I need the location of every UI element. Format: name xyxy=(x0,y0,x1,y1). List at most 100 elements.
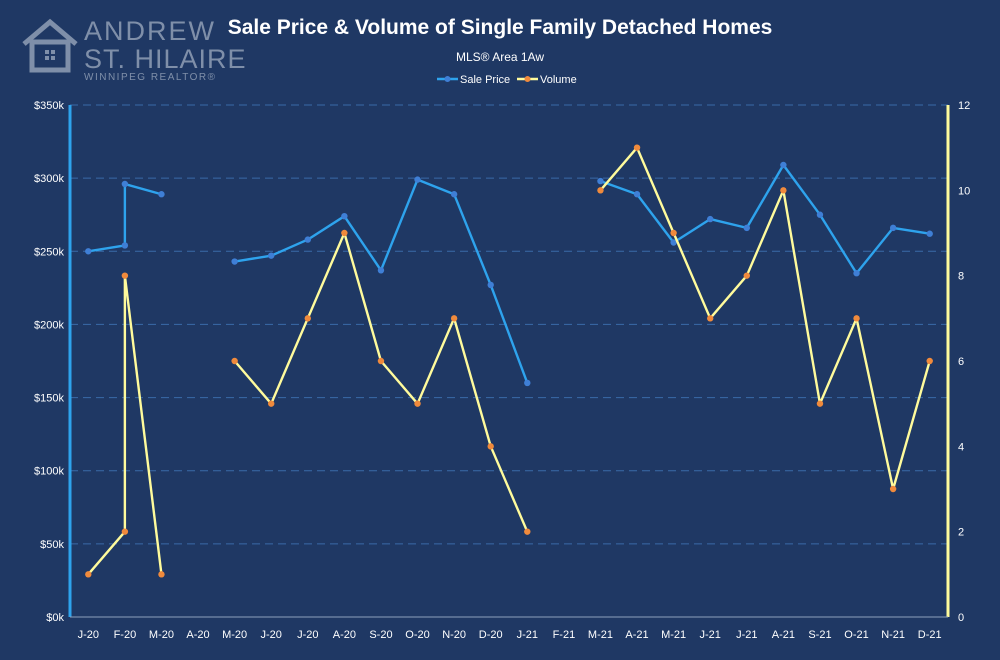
volume-point xyxy=(158,571,165,578)
y-left-tick-label: $100k xyxy=(34,466,64,478)
x-tick-label: S-20 xyxy=(369,629,392,641)
logo-name-line1: ANDREW xyxy=(84,16,216,46)
volume-point xyxy=(853,315,860,322)
volume-line xyxy=(87,274,163,576)
sale-price-point xyxy=(707,215,714,223)
sale-price-point xyxy=(341,212,348,220)
x-tick-label: M-20 xyxy=(222,629,247,641)
legend-sale-price-label: Sale Price xyxy=(460,74,510,86)
y-right-tick-label: 8 xyxy=(958,271,964,283)
x-tick-label: A-21 xyxy=(772,629,795,641)
legend-volume-marker xyxy=(524,76,531,82)
volume-point xyxy=(85,571,92,578)
sale-price-point xyxy=(121,242,129,249)
y-right-tick-label: 12 xyxy=(958,100,970,112)
legend-volume-label: Volume xyxy=(540,74,577,86)
volume-point xyxy=(670,229,677,237)
sale-price-point xyxy=(853,270,860,277)
sale-price-line xyxy=(234,178,529,384)
volume-point xyxy=(304,315,311,322)
volume-point xyxy=(377,357,385,365)
volume-point xyxy=(524,528,531,535)
volume-point xyxy=(889,485,897,493)
sale-price-point xyxy=(487,281,494,289)
x-tick-label: F-21 xyxy=(553,629,576,641)
sale-price-point xyxy=(670,239,677,246)
x-tick-label: J-21 xyxy=(517,629,538,641)
sale-price-point xyxy=(304,236,311,243)
chart-subtitle: MLS® Area 1Aw xyxy=(456,50,544,64)
y-left-tick-label: $250k xyxy=(34,246,64,258)
volume-point xyxy=(268,400,275,407)
sale-price-point xyxy=(597,177,604,185)
sale-price-point xyxy=(524,379,531,387)
volume-point xyxy=(597,187,604,194)
volume-line xyxy=(599,146,931,491)
x-tick-label: D-21 xyxy=(918,629,942,641)
y-right-tick-label: 4 xyxy=(958,441,964,453)
x-tick-label: J-20 xyxy=(261,629,282,641)
x-tick-label: A-20 xyxy=(333,629,356,641)
y-right-tick-label: 2 xyxy=(958,527,964,539)
legend-sale-price-marker xyxy=(444,76,451,82)
y-left-tick-label: $300k xyxy=(34,173,64,185)
x-tick-label: O-21 xyxy=(844,629,868,641)
y-right-tick-label: 0 xyxy=(958,612,964,624)
x-tick-label: J-20 xyxy=(78,629,99,641)
volume-point xyxy=(707,315,714,322)
x-tick-label: A-21 xyxy=(625,629,648,641)
y-left-tick-label: $350k xyxy=(34,100,64,112)
volume-point xyxy=(121,272,129,279)
house-icon xyxy=(22,18,78,73)
sale-price-point xyxy=(231,258,238,265)
volume-point xyxy=(231,357,238,365)
x-tick-label: N-21 xyxy=(881,629,905,641)
volume-point xyxy=(926,357,933,365)
volume-point xyxy=(780,187,787,194)
volume-point xyxy=(414,400,421,407)
sale-price-point xyxy=(633,191,641,198)
sale-price-line xyxy=(600,163,930,275)
y-left-tick-label: $150k xyxy=(34,393,64,405)
sale-price-point xyxy=(780,161,787,169)
logo-tagline: WINNIPEG REALTOR® xyxy=(84,72,217,83)
sale-price-point xyxy=(743,224,750,232)
sale-price-point xyxy=(377,267,385,274)
logo-name-line2: ST. HILAIRE xyxy=(84,44,247,74)
x-tick-label: M-21 xyxy=(588,629,613,641)
volume-line xyxy=(233,231,529,533)
sale-price-point xyxy=(816,211,824,218)
volume-point xyxy=(487,443,494,450)
realtor-logo: ANDREW ST. HILAIRE WINNIPEG REALTOR® xyxy=(18,14,248,84)
sale-price-point xyxy=(450,191,458,198)
x-tick-label: S-21 xyxy=(808,629,831,641)
sale-price-line xyxy=(88,182,162,253)
chart-title: Sale Price & Volume of Single Family Det… xyxy=(227,16,773,39)
x-tick-label: J-21 xyxy=(736,629,757,641)
y-right-tick-label: 6 xyxy=(958,356,964,368)
x-tick-label: M-20 xyxy=(149,629,174,641)
x-tick-label: F-20 xyxy=(114,629,137,641)
volume-point xyxy=(121,528,129,535)
sale-price-point xyxy=(268,252,275,259)
x-tick-label: M-21 xyxy=(661,629,686,641)
sale-price-point xyxy=(158,191,165,198)
x-tick-label: J-20 xyxy=(297,629,318,641)
sale-price-point xyxy=(926,230,933,237)
y-left-tick-label: $200k xyxy=(34,319,64,331)
volume-point xyxy=(743,272,750,279)
sale-price-point xyxy=(121,180,129,188)
y-left-tick-label: $50k xyxy=(40,539,64,551)
volume-point xyxy=(816,400,824,407)
y-right-tick-label: 10 xyxy=(958,185,970,197)
x-tick-label: O-20 xyxy=(405,629,429,641)
sale-price-point xyxy=(414,176,421,183)
x-tick-label: N-20 xyxy=(442,629,466,641)
volume-point xyxy=(450,315,458,322)
volume-point xyxy=(341,229,348,237)
sale-price-point xyxy=(889,224,897,232)
x-tick-label: D-20 xyxy=(479,629,503,641)
y-left-tick-label: $0k xyxy=(46,612,64,624)
x-tick-label: J-21 xyxy=(700,629,721,641)
